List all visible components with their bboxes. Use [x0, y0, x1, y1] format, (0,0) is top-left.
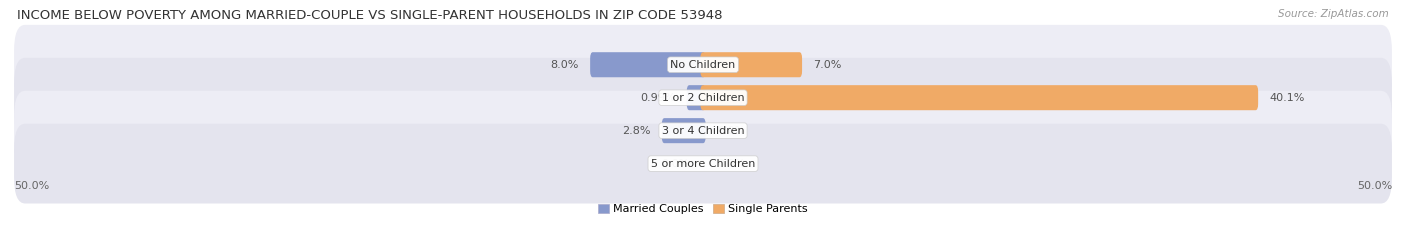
Text: 50.0%: 50.0%: [1357, 181, 1392, 191]
Text: 1 or 2 Children: 1 or 2 Children: [662, 93, 744, 103]
FancyBboxPatch shape: [700, 52, 801, 77]
FancyBboxPatch shape: [686, 85, 706, 110]
Text: 0.0%: 0.0%: [717, 126, 745, 136]
FancyBboxPatch shape: [14, 124, 1392, 203]
Text: 3 or 4 Children: 3 or 4 Children: [662, 126, 744, 136]
Text: 5 or more Children: 5 or more Children: [651, 159, 755, 169]
Text: No Children: No Children: [671, 60, 735, 70]
FancyBboxPatch shape: [591, 52, 706, 77]
FancyBboxPatch shape: [14, 91, 1392, 171]
Text: 0.0%: 0.0%: [661, 159, 689, 169]
Text: 7.0%: 7.0%: [813, 60, 842, 70]
FancyBboxPatch shape: [14, 25, 1392, 105]
Text: INCOME BELOW POVERTY AMONG MARRIED-COUPLE VS SINGLE-PARENT HOUSEHOLDS IN ZIP COD: INCOME BELOW POVERTY AMONG MARRIED-COUPL…: [17, 9, 723, 22]
FancyBboxPatch shape: [700, 85, 1258, 110]
Legend: Married Couples, Single Parents: Married Couples, Single Parents: [598, 204, 808, 214]
Text: 40.1%: 40.1%: [1270, 93, 1305, 103]
Text: Source: ZipAtlas.com: Source: ZipAtlas.com: [1278, 9, 1389, 19]
FancyBboxPatch shape: [662, 118, 706, 143]
FancyBboxPatch shape: [14, 58, 1392, 137]
Text: 2.8%: 2.8%: [621, 126, 651, 136]
Text: 0.99%: 0.99%: [640, 93, 675, 103]
Text: 50.0%: 50.0%: [14, 181, 49, 191]
Text: 0.0%: 0.0%: [717, 159, 745, 169]
Text: 8.0%: 8.0%: [551, 60, 579, 70]
